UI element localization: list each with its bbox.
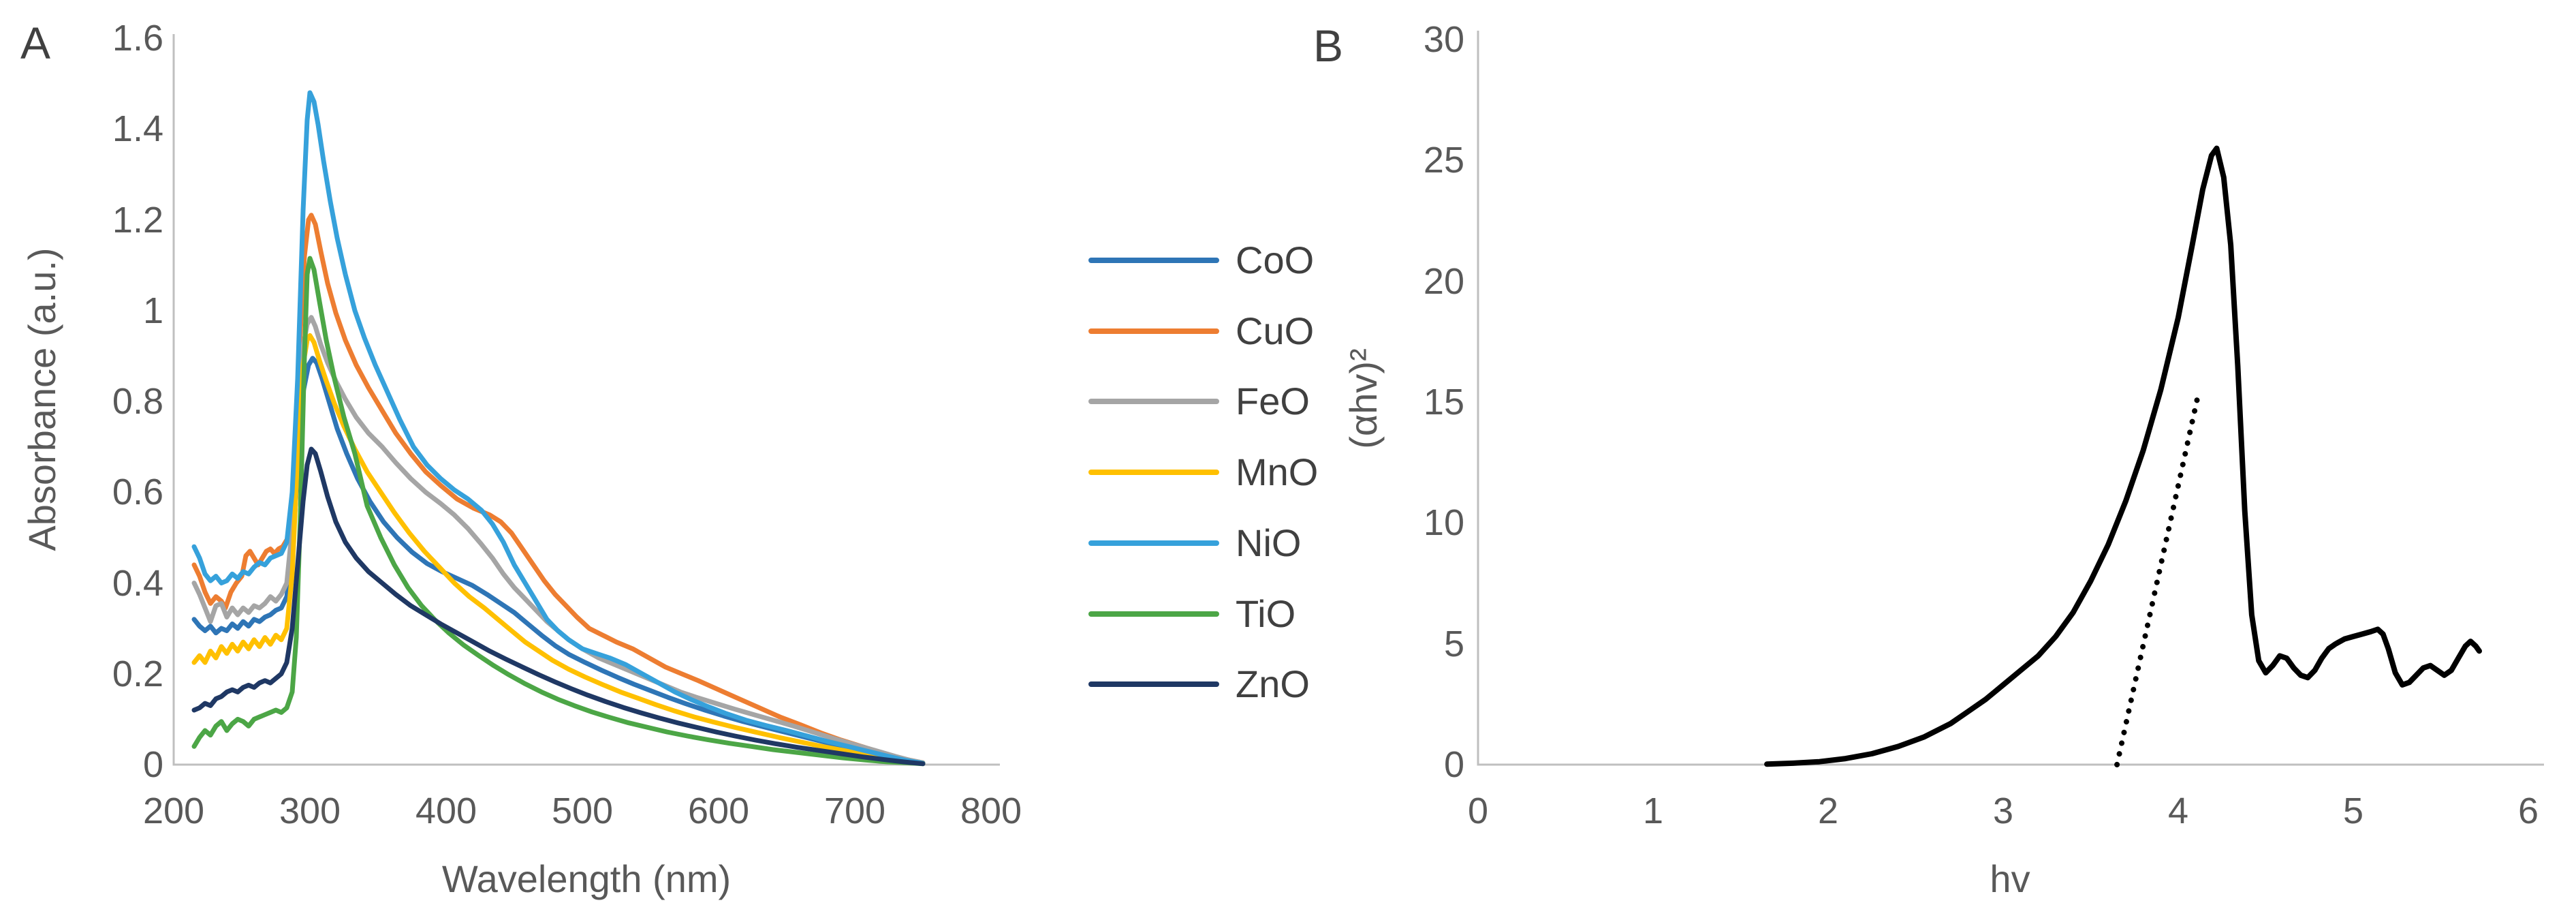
legend-swatch-NiO (1088, 540, 1219, 546)
panelB-bandgap-tangent-line (2114, 387, 2202, 767)
panelB-x-tick: 2 (1817, 791, 1839, 831)
panelA-y-tick: 0.8 (112, 381, 163, 422)
panelB-x-tick: 5 (2342, 791, 2364, 831)
panelA-series-CuO (191, 213, 926, 765)
panelA-x-tick: 800 (960, 791, 1022, 831)
panelB-x-tick: 6 (2517, 791, 2539, 831)
legend-swatch-CuO (1088, 328, 1219, 334)
panelB-y-tick: 15 (1423, 382, 1464, 423)
panelA-y-tick: 0.2 (112, 653, 163, 694)
legend-swatch-ZnO (1088, 681, 1219, 688)
legend-item-CoO: CoO (1088, 240, 1314, 281)
panelA-series-MnO (191, 333, 926, 766)
panelA-series-NiO (191, 90, 926, 766)
legend-label-CoO: CoO (1236, 239, 1315, 281)
panelA-y-tick: 1.2 (112, 199, 163, 241)
panelA-xaxis-title: Wavelength (nm) (441, 857, 732, 900)
panelA-x-tick: 500 (551, 791, 614, 831)
panelB-x-tick: 4 (2167, 791, 2189, 831)
legend-item-FeO: FeO (1088, 381, 1310, 422)
panelA-y-tick: 0.4 (112, 562, 163, 604)
panelA-y-tick: 0 (142, 744, 163, 785)
panelB-xaxis-title: hv (1990, 857, 2030, 900)
panelA-series-FeO (191, 315, 926, 765)
panelA-x-tick: 300 (279, 791, 341, 831)
panelB-y-tick: 10 (1423, 502, 1464, 544)
panelA-x-tick: 700 (823, 791, 886, 831)
panelA-series-ZnO (191, 446, 926, 767)
legend-item-ZnO: ZnO (1088, 664, 1310, 705)
legend-label-TiO: TiO (1236, 592, 1296, 635)
legend-swatch-MnO (1088, 470, 1219, 476)
legend-item-NiO: NiO (1088, 523, 1301, 564)
panelB-axes (1477, 31, 2544, 766)
panelA-y-tick: 1.4 (112, 108, 163, 150)
panelA-series-TiO (191, 256, 926, 767)
panelA-x-tick: 600 (687, 791, 750, 831)
panelB-x-tick: 0 (1467, 791, 1489, 831)
legend-label-FeO: FeO (1236, 380, 1310, 423)
legend-swatch-FeO (1088, 399, 1219, 405)
legend-swatch-TiO (1088, 611, 1219, 617)
panelA-x-tick: 200 (142, 791, 205, 831)
legend-label-NiO: NiO (1236, 521, 1302, 564)
legend-item-MnO: MnO (1088, 452, 1318, 493)
legend-label-MnO: MnO (1236, 450, 1319, 494)
legend-item-CuO: CuO (1088, 311, 1314, 352)
panelB-x-tick: 1 (1642, 791, 1664, 831)
panelA-axes (172, 34, 1000, 766)
panelB-y-tick: 25 (1423, 140, 1464, 181)
legend-label-CuO: CuO (1236, 309, 1315, 352)
panelA-y-tick: 1.6 (112, 18, 163, 59)
panel-b-label: B (1313, 20, 1344, 71)
legend-swatch-CoO (1088, 258, 1219, 263)
panelB-y-tick: 20 (1423, 260, 1464, 302)
panelA-x-tick: 400 (415, 791, 477, 831)
panelB-yaxis-title: (αhv)² (1342, 348, 1385, 449)
panelB-x-tick: 3 (1992, 791, 2014, 831)
panelA-series-CoO (191, 356, 926, 766)
panelA-y-tick: 1 (142, 290, 163, 331)
panelB-y-tick: 30 (1423, 19, 1464, 60)
legend-label-ZnO: ZnO (1236, 662, 1310, 706)
panel-a-label: A (20, 18, 51, 68)
panelA-yaxis-title: Absorbance (a.u.) (20, 247, 63, 551)
panelB-y-tick: 5 (1443, 623, 1464, 664)
panelA-y-tick: 0.6 (112, 472, 163, 513)
panelB-tauc-curve (1764, 145, 2482, 767)
legend-item-TiO: TiO (1088, 594, 1295, 634)
panelB-y-tick: 0 (1443, 744, 1464, 785)
